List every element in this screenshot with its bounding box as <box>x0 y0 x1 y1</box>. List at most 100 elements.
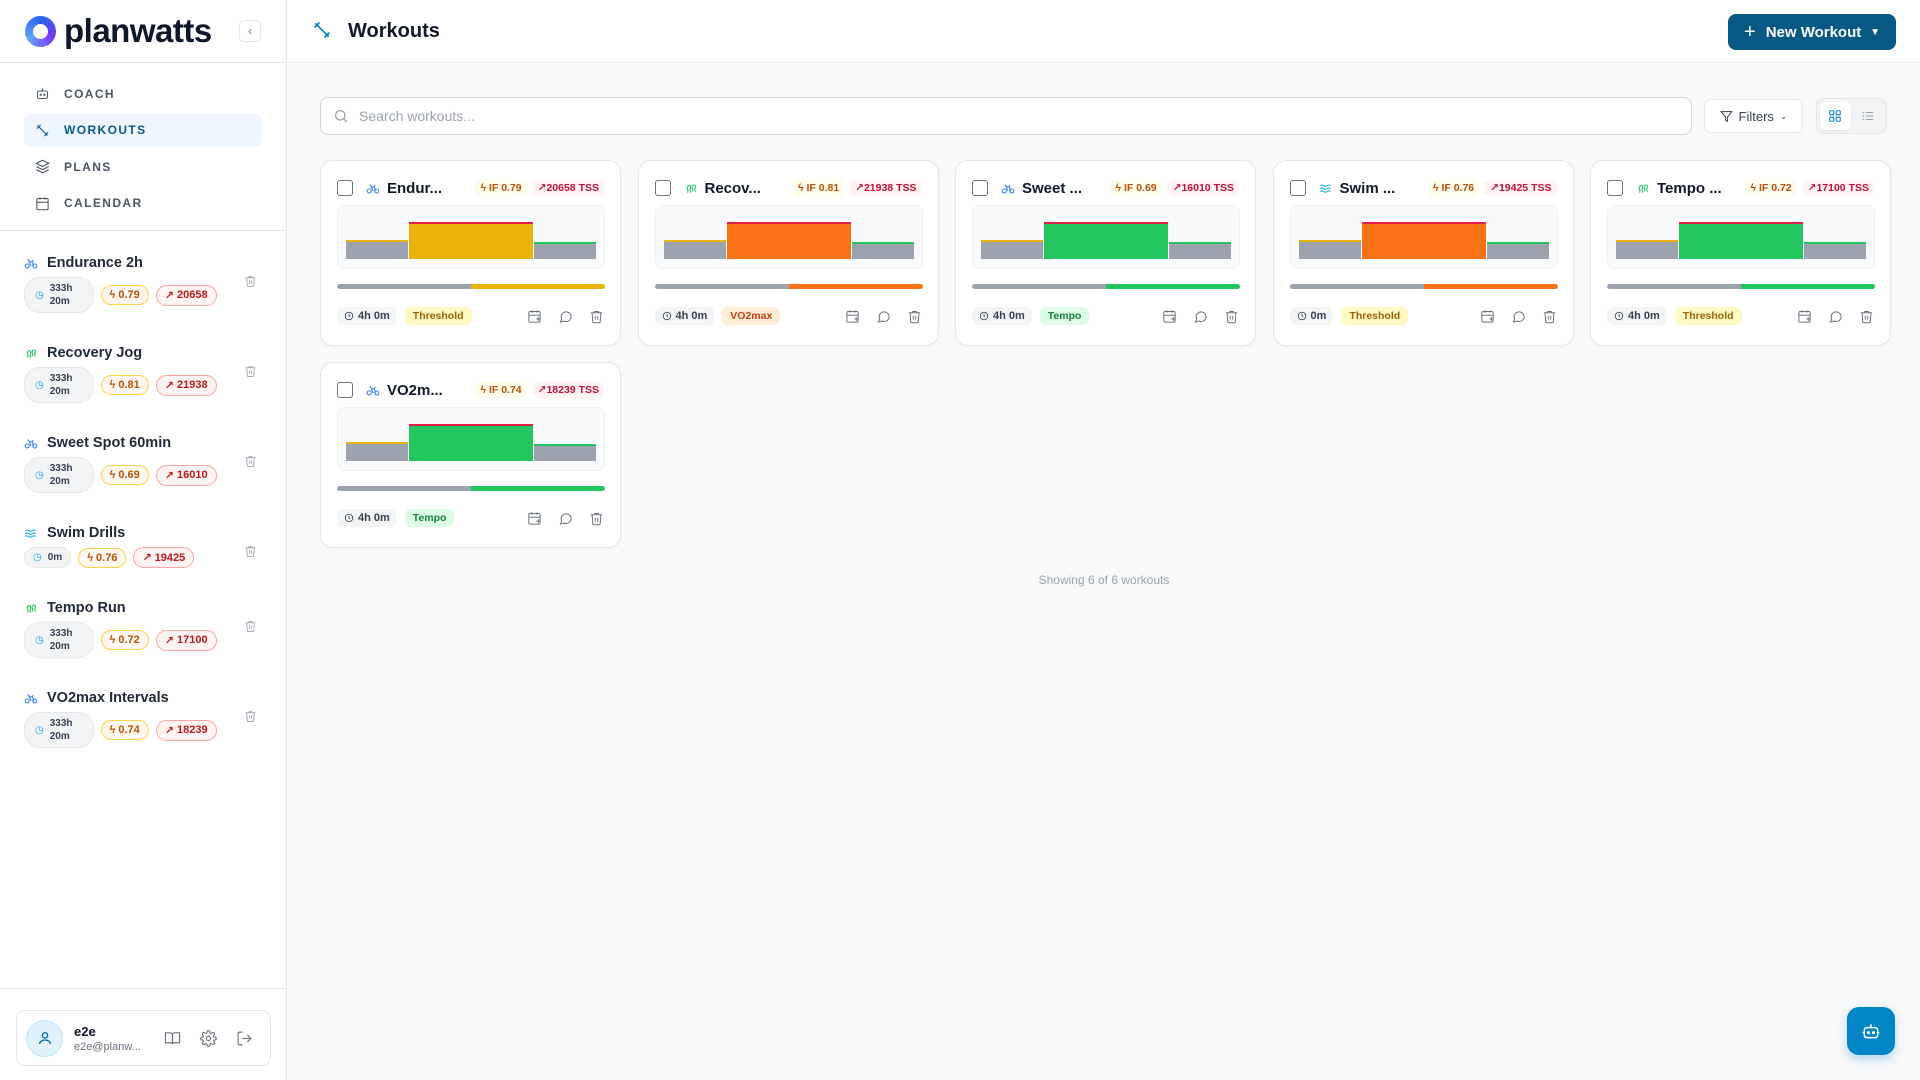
user-email: e2e@planw... <box>74 1040 141 1053</box>
trash-icon[interactable] <box>589 309 604 324</box>
sidebar-workout-item[interactable]: Swim Drills ◷ 0m ϟ 0.76 ↗ 19425 <box>24 522 263 568</box>
results-count: Showing 6 of 6 workouts <box>1038 573 1170 587</box>
search-icon <box>335 110 348 123</box>
sidebar-workout-item[interactable]: Endurance 2h ◷ 333h 20m ϟ 0.79 ↗ 20658 <box>24 252 263 313</box>
book-icon[interactable] <box>164 1030 181 1047</box>
tss-badge: ↗ 20658 <box>155 284 217 306</box>
select-checkbox[interactable] <box>337 382 353 398</box>
planwatts-logo-icon[interactable] <box>25 15 56 47</box>
nav-item-label: CALENDAR <box>64 196 143 210</box>
comment-icon[interactable] <box>558 309 573 324</box>
select-checkbox[interactable] <box>337 180 353 196</box>
trash-icon[interactable] <box>1859 309 1874 324</box>
app-name[interactable]: planwatts <box>64 12 212 49</box>
trash-icon[interactable] <box>907 309 922 324</box>
clock-icon <box>979 311 989 321</box>
zone-pill: Threshold <box>1341 307 1409 325</box>
search-input[interactable] <box>359 108 1659 124</box>
bike-icon <box>366 181 381 196</box>
select-checkbox[interactable] <box>1289 180 1306 196</box>
workout-badges: ◷ 333h 20m ϟ 0.69 ↗ 16010 <box>24 457 263 493</box>
duration-part: 20m <box>49 386 70 397</box>
chevron-down-icon: ▼ <box>1870 26 1880 38</box>
clock-icon <box>662 311 671 321</box>
trash-icon[interactable] <box>244 274 257 288</box>
trash-icon[interactable] <box>1224 309 1239 324</box>
card-footer: 4h 0m Tempo <box>972 305 1239 327</box>
calendar-add-icon[interactable] <box>527 511 542 526</box>
calendar-add-icon[interactable] <box>1162 309 1177 324</box>
duration-pill: 4h 0m <box>654 307 715 325</box>
tss-badge: ↗ 16010 <box>155 464 217 486</box>
zone-pill: Threshold <box>404 307 472 325</box>
calendar-add-icon[interactable] <box>845 309 860 324</box>
comment-icon[interactable] <box>876 309 891 324</box>
intensity-bar-recovery <box>1289 284 1424 289</box>
calendar-add-icon[interactable] <box>527 309 542 324</box>
nav-item-calendar[interactable]: CALENDAR <box>24 187 262 220</box>
run-icon <box>24 345 40 361</box>
filters-button[interactable]: Filters ⌄ <box>1704 99 1803 133</box>
tss-value: 17100 <box>177 634 208 646</box>
card-badges: ϟ IF 0.72 ↗17100 TSS <box>1745 180 1874 196</box>
workout-card[interactable]: VO2m... ϟ IF 0.74 ↗18239 TSS 4h 0m Tempo <box>320 362 621 548</box>
workout-card[interactable]: Recov... ϟ IF 0.81 ↗21938 TSS 4h 0m VO2max <box>637 160 939 346</box>
workout-card[interactable]: Sweet ... ϟ IF 0.69 ↗16010 TSS 4h 0m Tempo <box>955 160 1256 346</box>
duration-value: 4h 0m <box>358 310 390 322</box>
ai-coach-button[interactable] <box>1847 1007 1895 1055</box>
main-interval-segment <box>409 222 533 259</box>
sidebar-workout-item[interactable]: Tempo Run ◷ 333h 20m ϟ 0.72 ↗ 17100 <box>24 597 263 658</box>
calendar-add-icon[interactable] <box>1797 309 1812 324</box>
chevron-down-icon: ⌄ <box>1779 110 1788 121</box>
comment-icon[interactable] <box>1828 309 1843 324</box>
grid-view-button[interactable] <box>1820 102 1851 130</box>
nav-item-plans[interactable]: PLANS <box>24 150 262 183</box>
select-checkbox[interactable] <box>972 180 988 196</box>
collapse-sidebar-button[interactable]: ‹ <box>239 20 261 42</box>
if-badge: ϟ IF 0.79 <box>475 180 527 196</box>
comment-icon[interactable] <box>1193 309 1208 324</box>
trash-icon[interactable] <box>244 454 257 468</box>
trash-icon[interactable] <box>589 511 604 526</box>
select-checkbox[interactable] <box>1607 180 1623 196</box>
select-checkbox[interactable] <box>654 180 671 196</box>
new-workout-button[interactable]: + New Workout ▼ <box>1728 14 1896 50</box>
card-badges: ϟ IF 0.79 ↗20658 TSS <box>475 180 604 196</box>
duration-value: 4h 0m <box>675 310 708 322</box>
workout-profile-chart <box>1289 205 1558 269</box>
if-value: 0.81 <box>118 379 140 391</box>
sidebar-workout-item[interactable]: Sweet Spot 60min ◷ 333h 20m ϟ 0.69 ↗ 16010 <box>24 432 263 493</box>
warmup-segment <box>981 240 1043 259</box>
tss-value: 17100 TSS <box>1816 182 1869 194</box>
logout-icon[interactable] <box>236 1030 253 1047</box>
nav-item-workouts[interactable]: WORKOUTS <box>24 113 262 147</box>
if-badge: ϟ 0.74 <box>100 720 149 740</box>
trash-icon[interactable] <box>244 709 257 723</box>
comment-icon[interactable] <box>558 511 573 526</box>
cooldown-segment <box>534 242 596 259</box>
tss-value: 20658 TSS <box>546 182 599 194</box>
tss-value: 19425 <box>154 551 186 564</box>
if-value: 0.76 <box>96 551 118 564</box>
list-view-button[interactable] <box>1853 102 1884 130</box>
trash-icon[interactable] <box>1542 309 1557 324</box>
card-header: Sweet ... ϟ IF 0.69 ↗16010 TSS <box>972 179 1239 197</box>
trash-icon[interactable] <box>244 619 257 633</box>
card-title: Sweet ... <box>1022 179 1083 197</box>
calendar-add-icon[interactable] <box>1480 309 1495 324</box>
workout-card[interactable]: Endur... ϟ IF 0.79 ↗20658 TSS 4h 0m Threshol… <box>320 160 621 346</box>
trash-icon[interactable] <box>244 364 257 378</box>
workout-card[interactable]: Tempo ... ϟ IF 0.72 ↗17100 TSS 4h 0m Thresho… <box>1590 160 1891 346</box>
card-footer: 0m Threshold <box>1289 305 1557 327</box>
sidebar-workout-item[interactable]: VO2max Intervals ◷ 333h 20m ϟ 0.74 ↗ 18239 <box>24 687 263 748</box>
clock-icon: ◷ <box>35 379 44 391</box>
nav-item-coach[interactable]: COACH <box>24 77 262 110</box>
workout-card[interactable]: Swim ... ϟ IF 0.76 ↗19425 TSS 0m Threshold <box>1272 160 1574 346</box>
sidebar-workout-item[interactable]: Recovery Jog ◷ 333h 20m ϟ 0.81 ↗ 21938 <box>24 342 263 403</box>
trash-icon[interactable] <box>244 544 257 558</box>
comment-icon[interactable] <box>1511 309 1526 324</box>
clock-icon <box>344 311 354 321</box>
sidebar-footer-divider <box>0 988 287 989</box>
avatar[interactable] <box>26 1019 63 1057</box>
gear-icon[interactable] <box>200 1029 217 1047</box>
